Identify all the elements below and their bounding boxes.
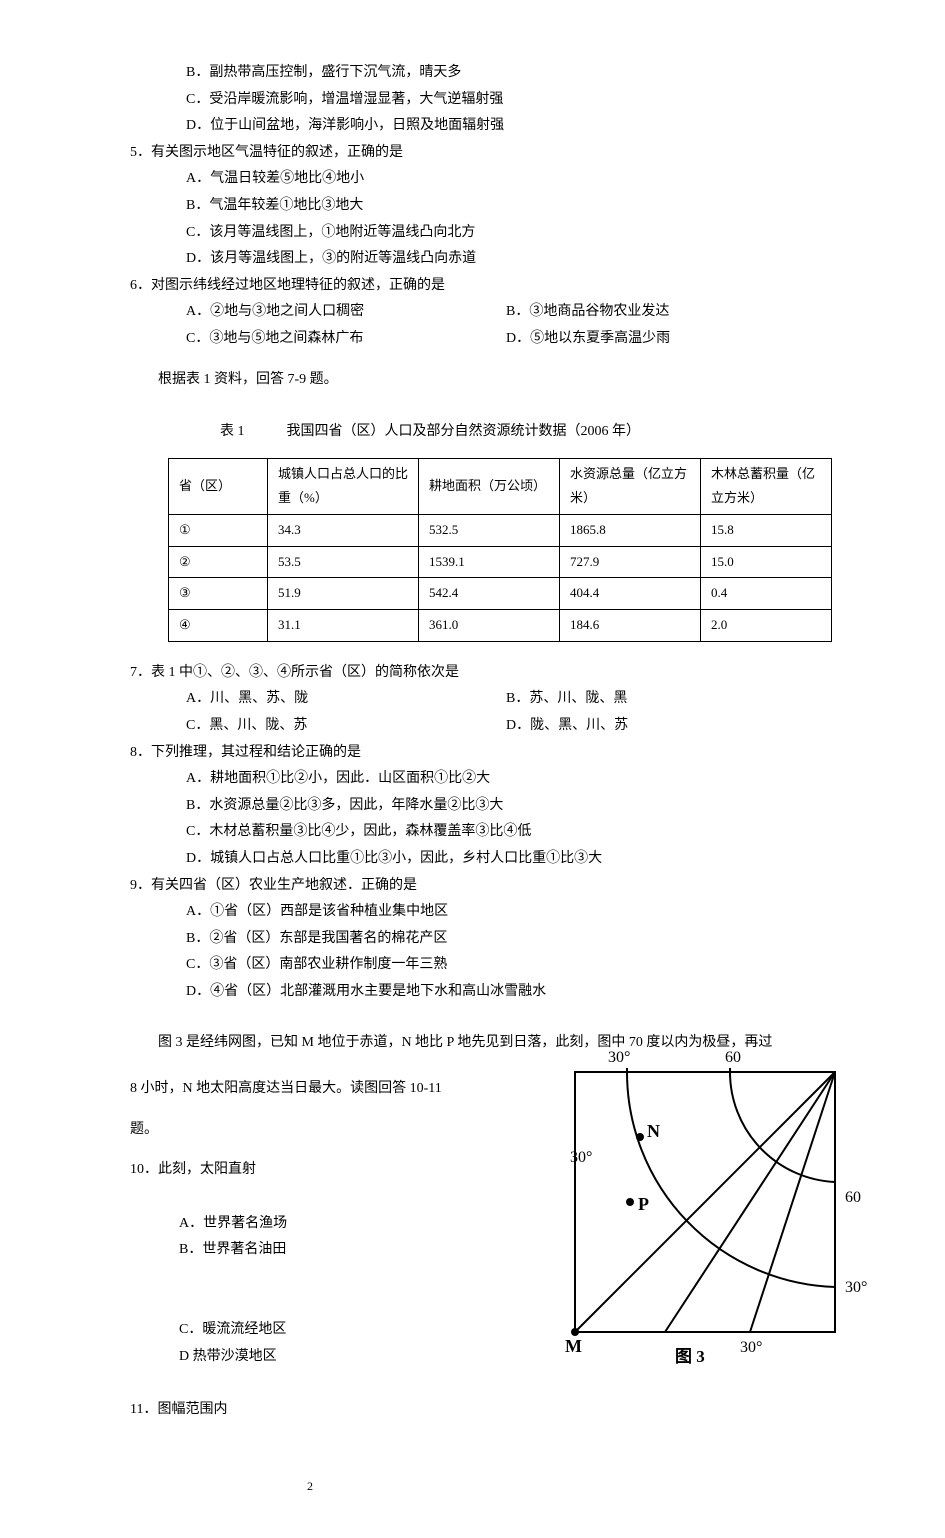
q9-opt-c: C．③省（区）南部农业耕作制度一年三熟 [130,952,845,979]
q8-stem: 8．下列推理，其过程和结论正确的是 [130,740,845,767]
q7-row-1: A．川、黑、苏、陇 B．苏、川、陇、黑 [130,686,845,713]
q8-opt-c: C．木材总蓄积量③比④少，因此，森林覆盖率③比④低 [130,819,845,846]
table-title: 表 1 我国四省（区）人口及部分自然资源统计数据（2006 年） [130,419,845,446]
q6-opt-a: A．②地与③地之间人口稠密 [130,299,506,326]
table-row: ① 34.3 532.5 1865.8 15.8 [169,515,832,547]
q6-stem: 6．对图示纬线经过地区地理特征的叙述，正确的是 [130,273,845,300]
th-2: 耕地面积（万公顷） [419,458,560,514]
label-30-bottom: 30° [740,1339,762,1356]
q4-opt-d: D．位于山间盆地，海洋影响小，日照及地面辐射强 [130,113,845,140]
label-30-left: 30° [570,1149,592,1166]
cell: 532.5 [419,515,560,547]
th-4: 木林总蓄积量（亿立方米） [701,458,832,514]
cell: ③ [169,578,268,610]
q10-stem: 10．此刻，太阳直射 [130,1157,490,1184]
cell: ① [169,515,268,547]
q7-opt-a: A．川、黑、苏、陇 [130,686,506,713]
table-row: ④ 31.1 361.0 184.6 2.0 [169,610,832,642]
q9-opt-d: D．④省（区）北部灌溉用水主要是地下水和高山冰雪融水 [130,979,845,1006]
label-n: N [647,1121,660,1141]
q5-opt-c: C．该月等温线图上，①地附近等温线凸向北方 [130,220,845,247]
q10-row-2: C．暖流流经地区 D 热带沙漠地区 [130,1290,490,1396]
cell: ② [169,546,268,578]
q4-opt-b: B．副热带高压控制，盛行下沉气流，晴天多 [130,60,845,87]
cell: 15.0 [701,546,832,578]
q6-opt-c: C．③地与⑤地之间森林广布 [130,326,506,353]
cell: 31.1 [268,610,419,642]
q6-opt-b: B．③地商品谷物农业发达 [506,299,669,326]
q7-row-2: C．黑、川、陇、苏 D．陇、黑、川、苏 [130,713,845,740]
cell: 53.5 [268,546,419,578]
fig-context-2: 8 小时，N 地太阳高度达当日最大。读图回答 10-11 [130,1076,490,1103]
q9-stem: 9．有关四省（区）农业生产地叙述．正确的是 [130,873,845,900]
table-row: ③ 51.9 542.4 404.4 0.4 [169,578,832,610]
point-p [626,1198,634,1206]
q8-opt-a: A．耕地面积①比②小，因此．山区面积①比②大 [130,766,845,793]
figure-caption: 图 3 [675,1347,705,1366]
th-3: 水资源总量（亿立方米） [560,458,701,514]
q5-opt-d: D．该月等温线图上，③的附近等温线凸向赤道 [130,246,845,273]
q10-opt-a: A．世界著名渔场 [179,1211,329,1238]
q10-opt-d: D 热带沙漠地区 [179,1349,277,1364]
cell: 51.9 [268,578,419,610]
data-table: 省（区） 城镇人口占总人口的比重（%） 耕地面积（万公顷） 水资源总量（亿立方米… [168,458,832,642]
q6-row-2: C．③地与⑤地之间森林广布 D．⑤地以东夏季高温少雨 [130,326,845,353]
q6-opt-d: D．⑤地以东夏季高温少雨 [506,326,670,353]
q5-opt-b: B．气温年较差①地比③地大 [130,193,845,220]
cell: 361.0 [419,610,560,642]
q11-stem: 11．图幅范围内 [130,1397,490,1424]
q7-stem: 7．表 1 中①、②、③、④所示省（区）的简称依次是 [130,660,845,687]
page-number: 2 [130,1475,490,1498]
label-60-right: 60 [845,1189,861,1206]
cell: 727.9 [560,546,701,578]
cell: 15.8 [701,515,832,547]
cell: 34.3 [268,515,419,547]
q10-row-1: A．世界著名渔场 B．世界著名油田 [130,1184,490,1290]
cell: 1539.1 [419,546,560,578]
figure-wrap: 8 小时，N 地太阳高度达当日最大。读图回答 10-11 题。 10．此刻，太阳… [130,1062,845,1498]
table-header-row: 省（区） 城镇人口占总人口的比重（%） 耕地面积（万公顷） 水资源总量（亿立方米… [169,458,832,514]
label-30-right: 30° [845,1279,867,1296]
q7-opt-c: C．黑、川、陇、苏 [130,713,506,740]
q4-opt-c: C．受沿岸暖流影响，增温增湿显著，大气逆辐射强 [130,87,845,114]
point-m [571,1328,579,1336]
cell: ④ [169,610,268,642]
instr-7-9: 根据表 1 资料，回答 7-9 题。 [130,367,845,394]
cell: 184.6 [560,610,701,642]
cell: 2.0 [701,610,832,642]
label-60-top: 60 [725,1049,741,1066]
q7-opt-d: D．陇、黑、川、苏 [506,713,628,740]
q8-opt-d: D．城镇人口占总人口比重①比③小，因此，乡村人口比重①比③大 [130,846,845,873]
label-m: M [565,1336,582,1356]
th-0: 省（区） [169,458,268,514]
label-30-top: 30° [608,1049,630,1066]
q5-opt-a: A．气温日较差⑤地比④地小 [130,166,845,193]
th-1: 城镇人口占总人口的比重（%） [268,458,419,514]
label-p: P [638,1194,649,1214]
cell: 404.4 [560,578,701,610]
q6-row-1: A．②地与③地之间人口稠密 B．③地商品谷物农业发达 [130,299,845,326]
q7-opt-b: B．苏、川、陇、黑 [506,686,627,713]
figure-3-svg: 30° 60 N 30° P 60 30° M 30° 图 3 [535,1042,875,1372]
fig-context-3: 题。 [130,1117,490,1144]
q10-opt-b: B．世界著名油田 [179,1242,286,1257]
table-row: ② 53.5 1539.1 727.9 15.0 [169,546,832,578]
q8-opt-b: B．水资源总量②比③多，因此，年降水量②比③大 [130,793,845,820]
point-n [636,1133,644,1141]
q9-opt-a: A．①省（区）西部是该省种植业集中地区 [130,899,845,926]
q9-opt-b: B．②省（区）东部是我国著名的棉花产区 [130,926,845,953]
q5-stem: 5．有关图示地区气温特征的叙述，正确的是 [130,140,845,167]
cell: 542.4 [419,578,560,610]
q10-opt-c: C．暖流流经地区 [179,1317,329,1344]
cell: 1865.8 [560,515,701,547]
cell: 0.4 [701,578,832,610]
